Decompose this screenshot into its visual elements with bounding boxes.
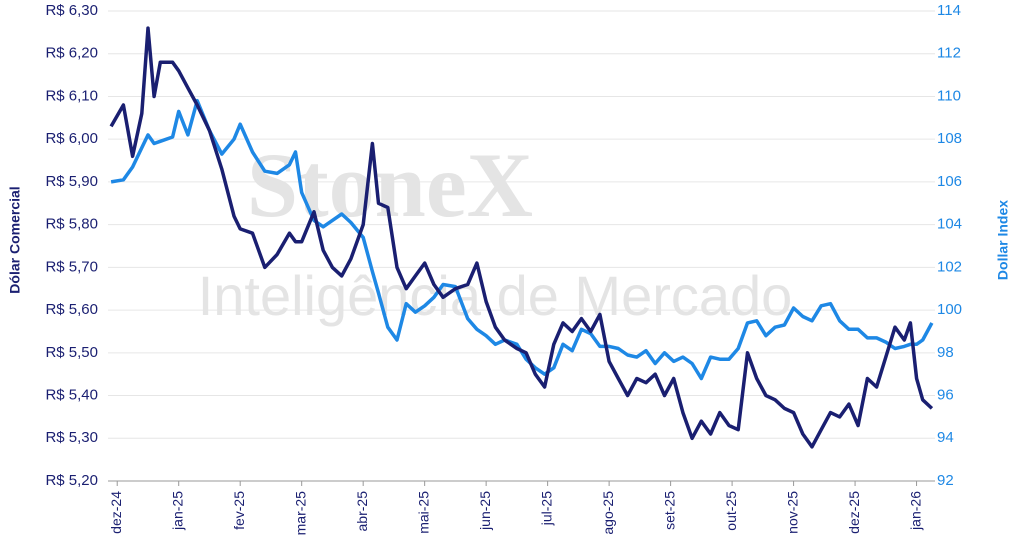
y-tick-label: R$ 6,20 (45, 45, 98, 62)
x-tick-label: dez-25 (846, 491, 862, 534)
y2-tick-label: 114 (937, 2, 961, 19)
x-tick-label: mar-25 (292, 491, 308, 536)
y2-tick-label: 108 (937, 130, 962, 147)
y2-axis-title: Dollar Index (995, 200, 1011, 280)
y2-tick-label: 110 (937, 87, 961, 104)
y-tick-label: R$ 6,30 (45, 2, 98, 19)
y2-tick-label: 112 (937, 45, 961, 62)
x-tick-label: ago-25 (600, 491, 616, 535)
y2-tick-label: 92 (937, 472, 954, 489)
y2-tick-label: 96 (937, 387, 954, 404)
y2-tick-label: 100 (937, 301, 962, 318)
x-tick-label: out-25 (723, 491, 739, 531)
y-tick-label: R$ 5,20 (45, 472, 98, 489)
y-tick-label: R$ 6,00 (45, 130, 98, 147)
x-tick-label: jan-25 (169, 491, 185, 531)
y2-tick-label: 98 (937, 344, 954, 361)
series-line (109, 26, 934, 449)
y-tick-label: R$ 5,40 (45, 387, 98, 404)
x-tick-label: nov-25 (784, 491, 800, 534)
x-tick-label: set-25 (661, 491, 677, 530)
series-line (110, 98, 934, 381)
x-tick-label: jan-26 (907, 491, 923, 531)
x-tick-label: mai-25 (415, 491, 431, 534)
y-axis-title: Dólar Comercial (7, 186, 23, 293)
y-tick-label: R$ 6,10 (45, 87, 98, 104)
y-tick-label: R$ 5,30 (45, 429, 98, 446)
y2-tick-label: 102 (937, 258, 962, 275)
x-tick-label: dez-24 (108, 491, 124, 534)
y-tick-label: R$ 5,80 (45, 216, 98, 233)
watermark-text: Inteligência de Mercado (198, 264, 793, 327)
y-tick-label: R$ 5,60 (45, 301, 98, 318)
y2-tick-label: 104 (937, 216, 962, 233)
y-tick-label: R$ 5,70 (45, 258, 98, 275)
x-tick-label: fev-25 (231, 491, 247, 530)
y2-tick-label: 94 (937, 429, 954, 446)
y2-tick-label: 106 (937, 173, 962, 190)
y-tick-label: R$ 5,90 (45, 173, 98, 190)
x-tick-label: jun-25 (477, 491, 493, 531)
y-tick-label: R$ 5,50 (45, 344, 98, 361)
x-tick-label: jul-25 (538, 491, 554, 526)
x-tick-label: abr-25 (354, 491, 370, 532)
